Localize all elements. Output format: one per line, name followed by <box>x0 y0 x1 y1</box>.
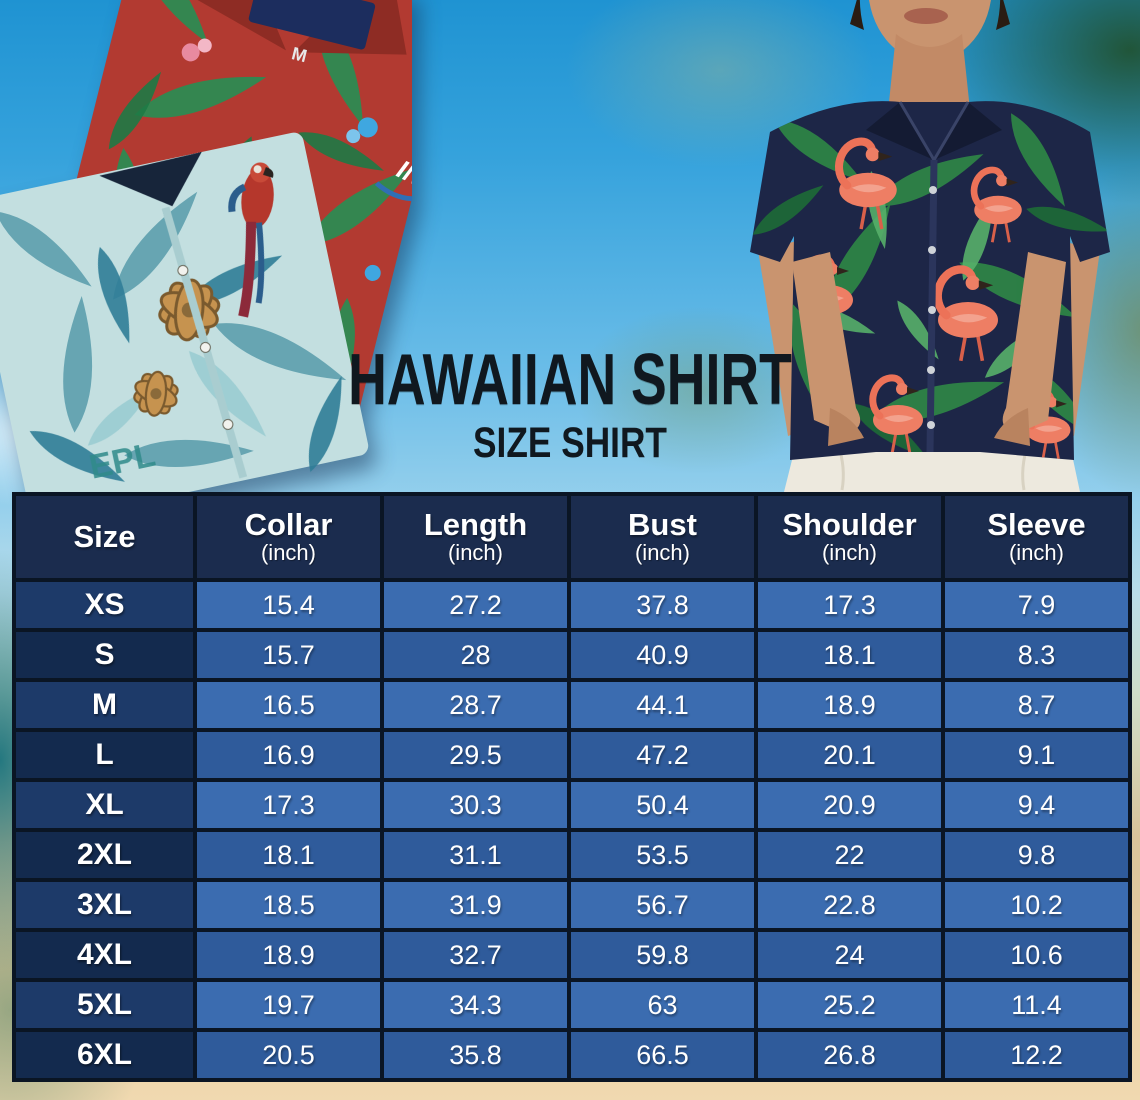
value-cell: 17.3 <box>754 578 945 632</box>
value-cell: 50.4 <box>567 778 758 832</box>
column-header-sleeve: Sleeve (inch) <box>941 492 1132 582</box>
table-row-6xl: 6XL 20.5 35.8 66.5 26.8 12.2 <box>12 1028 1132 1082</box>
value-cell: 59.8 <box>567 928 758 982</box>
value-cell: 32.7 <box>380 928 571 982</box>
size-label: XL <box>12 778 197 832</box>
teal-shirt: EPL <box>0 132 369 496</box>
value-cell: 40.9 <box>567 628 758 682</box>
value-cell: 19.7 <box>193 978 384 1032</box>
size-label: 2XL <box>12 828 197 882</box>
column-header-length: Length (inch) <box>380 492 571 582</box>
value-cell: 15.7 <box>193 628 384 682</box>
neck-label <box>248 0 376 50</box>
value-cell: 27.2 <box>380 578 571 632</box>
value-cell: 28.7 <box>380 678 571 732</box>
model-right-arm <box>1002 252 1066 434</box>
page-subtitle: SIZE SHIRT <box>473 419 667 467</box>
table-row-xl: XL 17.3 30.3 50.4 20.9 9.4 <box>12 778 1132 832</box>
size-label: S <box>12 628 197 682</box>
size-label: M <box>12 678 197 732</box>
value-cell: 22 <box>754 828 945 882</box>
value-cell: 56.7 <box>567 878 758 932</box>
value-cell: 20.9 <box>754 778 945 832</box>
value-cell: 22.8 <box>754 878 945 932</box>
table-row-s: S 15.7 28 40.9 18.1 8.3 <box>12 628 1132 682</box>
value-cell: 16.9 <box>193 728 384 782</box>
model-photo <box>750 0 1110 492</box>
column-header-bust: Bust (inch) <box>567 492 758 582</box>
value-cell: 31.9 <box>380 878 571 932</box>
value-cell: 18.9 <box>193 928 384 982</box>
table-row-m: M 16.5 28.7 44.1 18.9 8.7 <box>12 678 1132 732</box>
page-title: HAWAIIAN SHIRT <box>348 339 792 420</box>
value-cell: 18.1 <box>754 628 945 682</box>
value-cell: 15.4 <box>193 578 384 632</box>
value-cell: 17.3 <box>193 778 384 832</box>
table-row-2xl: 2XL 18.1 31.1 53.5 22 9.8 <box>12 828 1132 882</box>
value-cell: 53.5 <box>567 828 758 882</box>
table-row-3xl: 3XL 18.5 31.9 56.7 22.8 10.2 <box>12 878 1132 932</box>
sleeve-logo-swoosh <box>374 181 412 202</box>
table-row-l: L 16.9 29.5 47.2 20.1 9.1 <box>12 728 1132 782</box>
teal-collar <box>99 151 202 207</box>
value-cell: 18.1 <box>193 828 384 882</box>
value-cell: 16.5 <box>193 678 384 732</box>
value-cell: 24 <box>754 928 945 982</box>
table-row-4xl: 4XL 18.9 32.7 59.8 24 10.6 <box>12 928 1132 982</box>
value-cell: 7.9 <box>941 578 1132 632</box>
parrot-print <box>228 162 274 318</box>
model-face <box>850 0 1010 112</box>
size-table: Size Collar (inch) Length (inch) Bust (inch) Sh… <box>12 492 1132 1082</box>
size-table-body: XS 15.4 27.2 37.8 17.3 7.9 S 15.7 28 40.9 18.1 8.3 M… <box>12 578 1132 1082</box>
value-cell: 20.1 <box>754 728 945 782</box>
value-cell: 29.5 <box>380 728 571 782</box>
value-cell: 28 <box>380 628 571 682</box>
value-cell: 34.3 <box>380 978 571 1032</box>
value-cell: 25.2 <box>754 978 945 1032</box>
value-cell: 30.3 <box>380 778 571 832</box>
value-cell: 8.7 <box>941 678 1132 732</box>
value-cell: 47.2 <box>567 728 758 782</box>
value-cell: 63 <box>567 978 758 1032</box>
column-header-shoulder: Shoulder (inch) <box>754 492 945 582</box>
value-cell: 9.1 <box>941 728 1132 782</box>
table-row-5xl: 5XL 19.7 34.3 63 25.2 11.4 <box>12 978 1132 1032</box>
model-left-arm <box>792 252 861 434</box>
value-cell: 18.5 <box>193 878 384 932</box>
value-cell: 44.1 <box>567 678 758 732</box>
value-cell: 66.5 <box>567 1028 758 1082</box>
size-label: 6XL <box>12 1028 197 1082</box>
value-cell: 20.5 <box>193 1028 384 1082</box>
value-cell: 9.8 <box>941 828 1132 882</box>
column-header-collar: Collar (inch) <box>193 492 384 582</box>
value-cell: 18.9 <box>754 678 945 732</box>
value-cell: 8.3 <box>941 628 1132 682</box>
size-label: 3XL <box>12 878 197 932</box>
value-cell: 9.4 <box>941 778 1132 832</box>
title-block: HAWAIIAN SHIRT SIZE SHIRT <box>0 339 1140 467</box>
folded-shirts-photo: M IN <box>0 0 412 496</box>
size-label: L <box>12 728 197 782</box>
column-header-size: Size <box>12 492 197 582</box>
size-label: 4XL <box>12 928 197 982</box>
value-cell: 10.6 <box>941 928 1132 982</box>
value-cell: 31.1 <box>380 828 571 882</box>
value-cell: 11.4 <box>941 978 1132 1032</box>
size-label: 5XL <box>12 978 197 1032</box>
value-cell: 12.2 <box>941 1028 1132 1082</box>
value-cell: 10.2 <box>941 878 1132 932</box>
value-cell: 26.8 <box>754 1028 945 1082</box>
value-cell: 35.8 <box>380 1028 571 1082</box>
size-table-header-row: Size Collar (inch) Length (inch) Bust (inch) Sh… <box>12 492 1132 582</box>
size-label: XS <box>12 578 197 632</box>
value-cell: 37.8 <box>567 578 758 632</box>
table-row-xs: XS 15.4 27.2 37.8 17.3 7.9 <box>12 578 1132 632</box>
size-tag-text: M <box>290 43 309 66</box>
